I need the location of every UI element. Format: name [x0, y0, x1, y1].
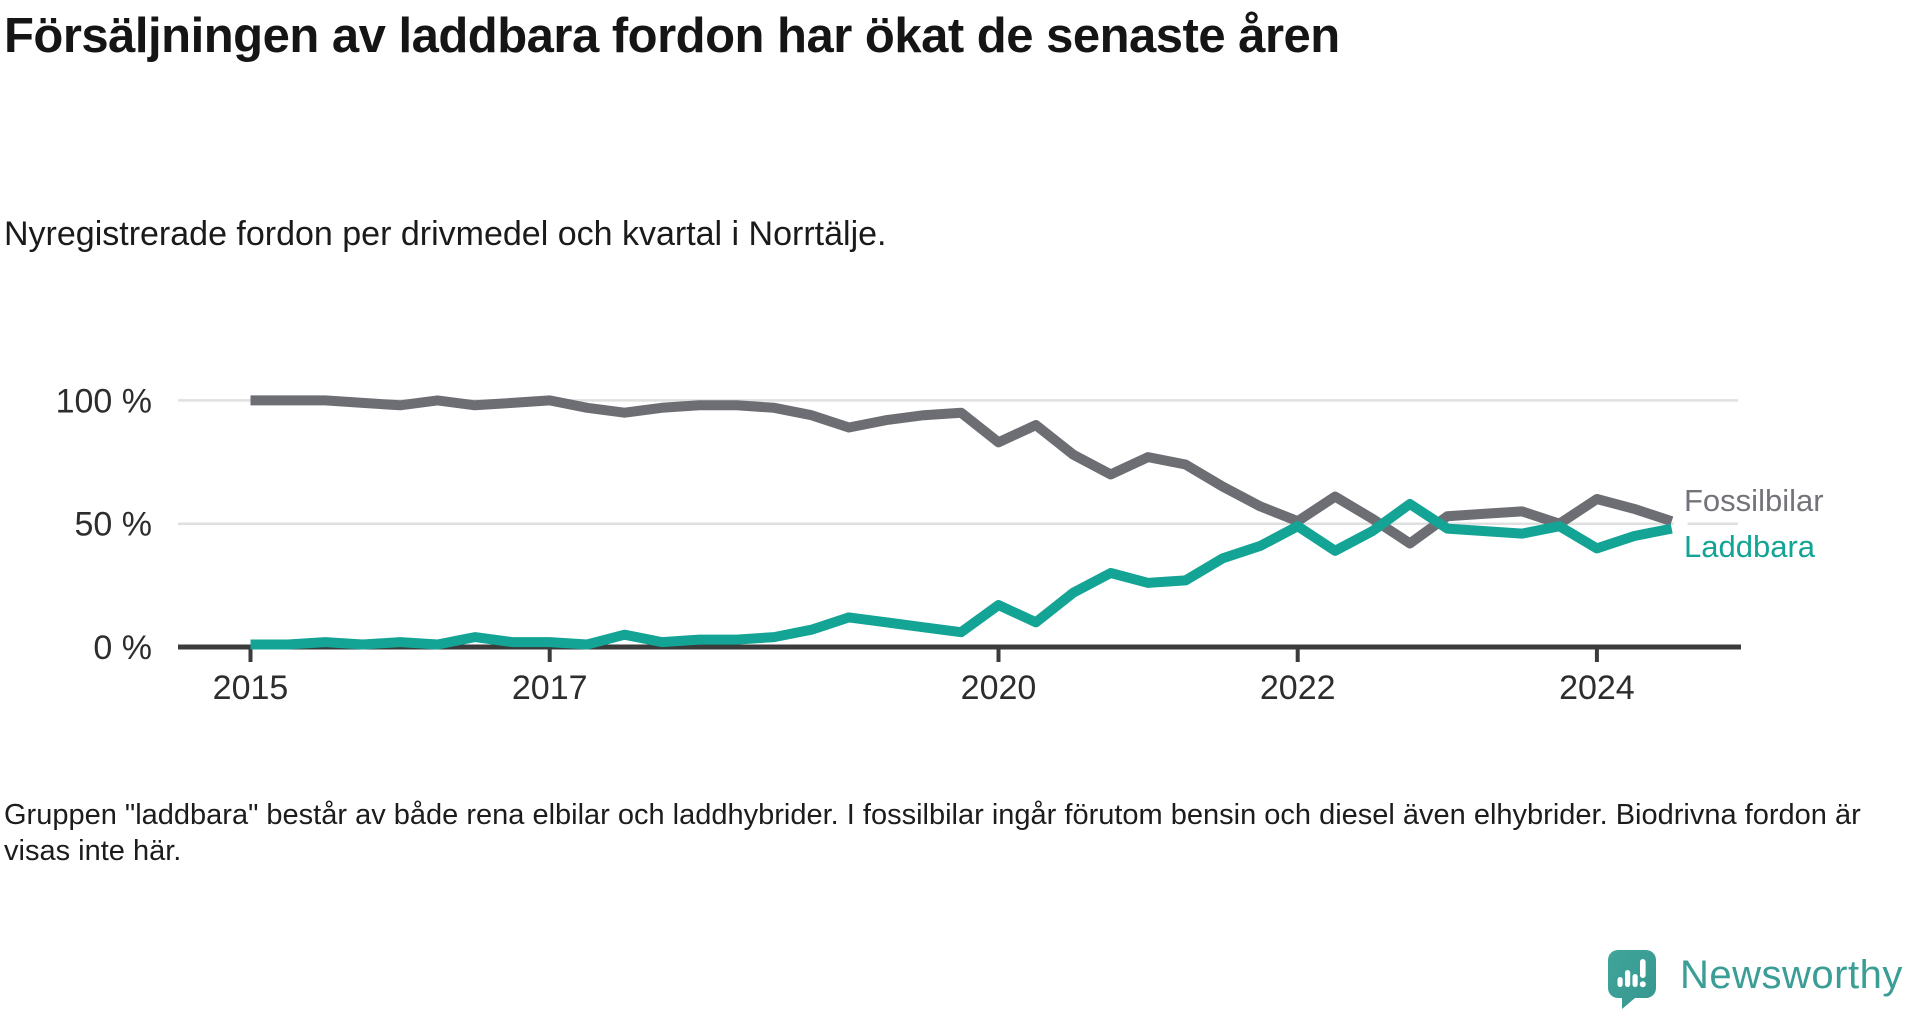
logo-exclamation-bar — [1640, 959, 1646, 978]
x-tick-label-2017: 2017 — [512, 669, 588, 707]
laddbara-line — [250, 499, 1673, 650]
logo-bar-2 — [1625, 970, 1631, 987]
logo-exclamation-dot — [1639, 981, 1646, 988]
x-tick-label-2020: 2020 — [961, 669, 1037, 707]
legend-label-fossilbilar: Fossilbilar — [1684, 483, 1824, 518]
y-tick-label-50: 50 % — [75, 506, 153, 544]
newsworthy-logo: Newsworthy — [1608, 950, 1903, 1009]
y-tick-label-100: 100 % — [56, 382, 152, 420]
line-endpoint-marker — [1673, 517, 1688, 532]
newsworthy-logo-text: Newsworthy — [1680, 953, 1903, 997]
legend-label-laddbara: Laddbara — [1684, 529, 1816, 564]
newsworthy-logo-icon — [1608, 950, 1656, 1009]
speech-bubble-shape — [1608, 950, 1656, 1009]
y-tick-label-0: 0 % — [93, 629, 152, 667]
chart-subtitle: Nyregistrerade fordon per drivmedel och … — [4, 215, 887, 253]
fossilbilar-line — [250, 395, 1674, 549]
page-title: Försäljningen av laddbara fordon har öka… — [4, 9, 1340, 63]
x-tick-label-2024: 2024 — [1559, 669, 1635, 707]
chart-footnote: Gruppen "laddbara" består av både rena e… — [4, 799, 1861, 867]
x-tick-label-2015: 2015 — [213, 669, 289, 707]
x-tick-label-2022: 2022 — [1260, 669, 1336, 707]
logo-bar-3 — [1632, 974, 1638, 987]
logo-bar-1 — [1617, 977, 1623, 987]
